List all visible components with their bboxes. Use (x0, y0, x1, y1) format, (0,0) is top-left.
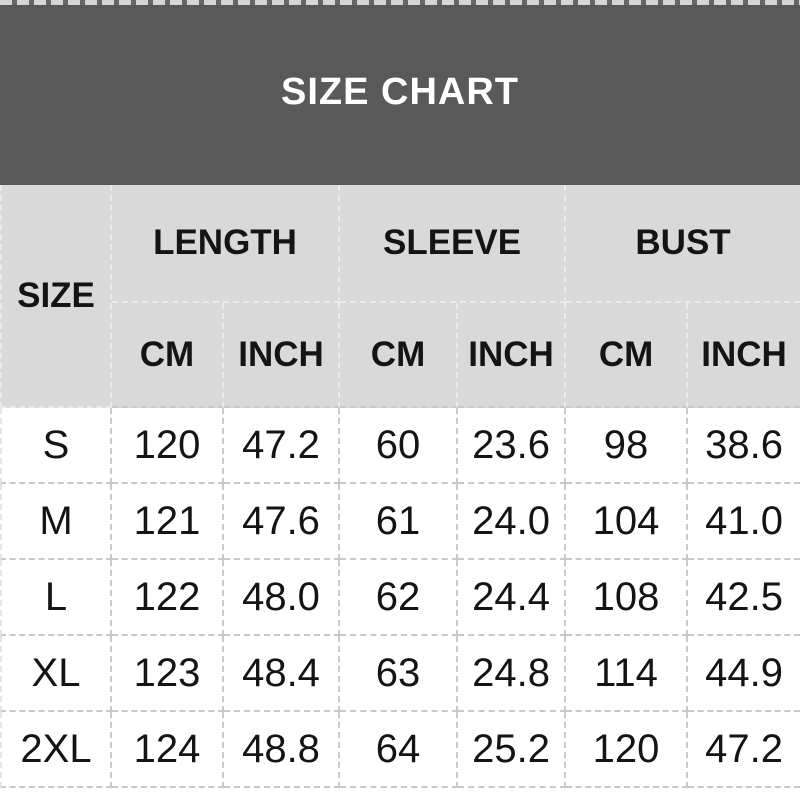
value-cell: 48.4 (224, 636, 341, 712)
table-row-l: L 122 48.0 62 24.4 108 42.5 (0, 560, 800, 636)
value-cell: 38.6 (688, 408, 800, 484)
sub-header-length-inch: INCH (224, 303, 341, 408)
value-cell: 47.6 (224, 484, 341, 560)
value-cell: 120 (112, 408, 224, 484)
value-cell: 122 (112, 560, 224, 636)
size-cell: 2XL (0, 712, 112, 788)
group-header-bust: BUST (566, 185, 800, 303)
size-cell: M (0, 484, 112, 560)
sub-header-length-cm: CM (112, 303, 224, 408)
value-cell: 24.0 (458, 484, 567, 560)
value-cell: 62 (340, 560, 459, 636)
value-cell: 47.2 (688, 712, 800, 788)
value-cell: 108 (566, 560, 689, 636)
value-cell: 44.9 (688, 636, 800, 712)
header-group-row: SIZE LENGTH SLEEVE BUST (0, 185, 800, 408)
table-row-m: M 121 47.6 61 24.0 104 41.0 (0, 484, 800, 560)
dashed-top-strip (0, 0, 800, 5)
table-row-xl: XL 123 48.4 63 24.8 114 44.9 (0, 636, 800, 712)
size-cell: L (0, 560, 112, 636)
header-sub-row: CM INCH CM INCH CM INCH (0, 303, 800, 408)
sub-header-sleeve-cm: CM (340, 303, 459, 408)
sub-header-sleeve-inch: INCH (458, 303, 567, 408)
table-row-2xl: 2XL 124 48.8 64 25.2 120 47.2 (0, 712, 800, 788)
group-header-length: LENGTH (112, 185, 341, 303)
value-cell: 124 (112, 712, 224, 788)
value-cell: 48.0 (224, 560, 341, 636)
value-cell: 42.5 (688, 560, 800, 636)
value-cell: 114 (566, 636, 689, 712)
value-cell: 25.2 (458, 712, 567, 788)
page-title: SIZE CHART (281, 71, 519, 113)
value-cell: 24.4 (458, 560, 567, 636)
value-cell: 121 (112, 484, 224, 560)
banner: SIZE CHART (0, 0, 800, 185)
value-cell: 98 (566, 408, 689, 484)
group-header-sleeve: SLEEVE (340, 185, 567, 303)
value-cell: 48.8 (224, 712, 341, 788)
value-cell: 64 (340, 712, 459, 788)
sub-header-bust-inch: INCH (688, 303, 800, 408)
value-cell: 120 (566, 712, 689, 788)
value-cell: 60 (340, 408, 459, 484)
value-cell: 63 (340, 636, 459, 712)
size-table: SIZE LENGTH SLEEVE BUST CM INCH CM INCH … (0, 185, 800, 788)
value-cell: 47.2 (224, 408, 341, 484)
size-cell: XL (0, 636, 112, 712)
value-cell: 61 (340, 484, 459, 560)
size-cell: S (0, 408, 112, 484)
table-row-s: S 120 47.2 60 23.6 98 38.6 (0, 408, 800, 484)
value-cell: 104 (566, 484, 689, 560)
value-cell: 41.0 (688, 484, 800, 560)
value-cell: 123 (112, 636, 224, 712)
value-cell: 23.6 (458, 408, 567, 484)
corner-header-size: SIZE (0, 185, 112, 408)
value-cell: 24.8 (458, 636, 567, 712)
sub-header-bust-cm: CM (566, 303, 689, 408)
